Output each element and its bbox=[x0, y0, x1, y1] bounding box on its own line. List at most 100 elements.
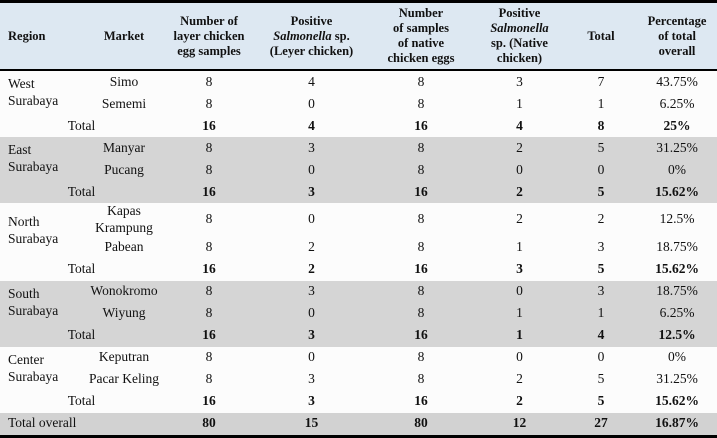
value-cell: 0 bbox=[255, 203, 368, 237]
group-total-row: Total 16 4 16 4 8 25% bbox=[0, 115, 717, 137]
value-cell: 16 bbox=[368, 390, 474, 413]
value-cell: 8 bbox=[368, 280, 474, 303]
value-cell: 2 bbox=[474, 181, 565, 203]
value-cell: 3 bbox=[474, 258, 565, 281]
value-cell: 2 bbox=[255, 236, 368, 259]
table-row: North Surabaya Kapas Krampung 8 0 8 2 2 … bbox=[0, 203, 717, 259]
percentage-cell: 15.62% bbox=[637, 181, 717, 203]
header-label: Total bbox=[587, 28, 615, 43]
header-label: Region bbox=[8, 28, 46, 43]
value-cell: 8 bbox=[163, 93, 255, 115]
value-cell: 16 bbox=[163, 390, 255, 413]
value-cell: 2 bbox=[255, 258, 368, 281]
value-cell: 5 bbox=[565, 137, 637, 159]
market-cell: Kapas Krampung bbox=[85, 203, 163, 237]
value-cell: 80 bbox=[368, 412, 474, 437]
market-cell: Pabean bbox=[85, 236, 163, 259]
value-cell: 8 bbox=[163, 159, 255, 181]
region-cell: South Surabaya bbox=[0, 280, 85, 325]
percentage-cell: 18.75% bbox=[637, 280, 717, 303]
table-row: Center Surabaya Keputran 8 0 8 0 0 0% bbox=[0, 346, 717, 391]
total-overall-row: Total overall 80 15 80 12 27 16.87% bbox=[0, 412, 717, 437]
value-cell: 8 bbox=[163, 302, 255, 325]
value-cell: 0 bbox=[255, 346, 368, 369]
value-cell: 8 bbox=[368, 368, 474, 391]
value-cell: 2 bbox=[474, 368, 565, 391]
col-header-market: Market bbox=[85, 1, 163, 71]
value-cell: 16 bbox=[163, 324, 255, 347]
value-cell: 12 bbox=[474, 412, 565, 437]
table-row: West Surabaya Simo 8 4 8 3 7 43.75% bbox=[0, 70, 717, 115]
col-header-percentage: Percentage of total overall bbox=[637, 1, 717, 71]
value-cell: 8 bbox=[163, 346, 255, 369]
value-cell: 0 bbox=[255, 159, 368, 181]
col-header-region: Region bbox=[0, 1, 85, 71]
value-cell: 8 bbox=[565, 115, 637, 137]
table-row: Sememi 8 0 8 1 1 6.25% bbox=[0, 93, 717, 115]
value-cell: 3 bbox=[255, 137, 368, 159]
table-row: Pucang 8 0 8 0 0 0% bbox=[0, 159, 717, 181]
total-label-cell: Total bbox=[0, 390, 163, 413]
percentage-cell: 31.25% bbox=[637, 137, 717, 159]
value-cell: 4 bbox=[565, 324, 637, 347]
total-overall-label-cell: Total overall bbox=[0, 412, 163, 437]
value-cell: 2 bbox=[565, 203, 637, 237]
total-label-cell: Total bbox=[0, 258, 163, 281]
value-cell: 16 bbox=[163, 181, 255, 203]
col-header-positive-layer: Positive Salmonella sp. (Leyer chicken) bbox=[255, 1, 368, 71]
value-cell: 0 bbox=[565, 159, 637, 181]
percentage-cell: 12.5% bbox=[637, 324, 717, 347]
percentage-cell: 16.87% bbox=[637, 412, 717, 437]
value-cell: 8 bbox=[163, 368, 255, 391]
value-cell: 4 bbox=[255, 70, 368, 93]
value-cell: 80 bbox=[163, 412, 255, 437]
header-row: Region Market Number of layer chicken eg… bbox=[0, 1, 717, 71]
header-label: sp. (Leyer chicken) bbox=[269, 28, 354, 58]
value-cell: 8 bbox=[368, 137, 474, 159]
value-cell: 27 bbox=[565, 412, 637, 437]
header-label: Positive bbox=[290, 13, 333, 28]
region-cell: Center Surabaya bbox=[0, 346, 85, 391]
market-cell: Pacar Keling bbox=[85, 368, 163, 391]
header-label: Market bbox=[103, 28, 145, 43]
value-cell: 1 bbox=[474, 93, 565, 115]
value-cell: 2 bbox=[474, 203, 565, 237]
percentage-cell: 0% bbox=[637, 159, 717, 181]
value-cell: 0 bbox=[255, 93, 368, 115]
group-total-row: Total 16 3 16 2 5 15.62% bbox=[0, 181, 717, 203]
market-cell: Sememi bbox=[85, 93, 163, 115]
value-cell: 16 bbox=[368, 324, 474, 347]
percentage-cell: 43.75% bbox=[637, 70, 717, 93]
market-cell: Keputran bbox=[85, 346, 163, 369]
region-cell: West Surabaya bbox=[0, 70, 85, 115]
table-header: Region Market Number of layer chicken eg… bbox=[0, 1, 717, 71]
value-cell: 3 bbox=[255, 324, 368, 347]
value-cell: 0 bbox=[474, 346, 565, 369]
value-cell: 16 bbox=[368, 258, 474, 281]
value-cell: 8 bbox=[368, 159, 474, 181]
col-header-total: Total bbox=[565, 1, 637, 71]
total-label-cell: Total bbox=[0, 324, 163, 347]
value-cell: 1 bbox=[474, 236, 565, 259]
header-label: Number of layer chicken egg samples bbox=[173, 13, 245, 58]
value-cell: 8 bbox=[368, 93, 474, 115]
header-label: Number of samples of native chicken eggs bbox=[387, 6, 455, 65]
value-cell: 3 bbox=[255, 390, 368, 413]
market-cell: Wonokromo bbox=[85, 280, 163, 303]
table-row: East Surabaya Manyar 8 3 8 2 5 31.25% bbox=[0, 137, 717, 181]
percentage-cell: 12.5% bbox=[637, 203, 717, 237]
group-total-row: Total 16 2 16 3 5 15.62% bbox=[0, 258, 717, 281]
value-cell: 8 bbox=[368, 203, 474, 237]
value-cell: 2 bbox=[474, 390, 565, 413]
percentage-cell: 15.62% bbox=[637, 258, 717, 281]
value-cell: 3 bbox=[255, 368, 368, 391]
value-cell: 16 bbox=[368, 115, 474, 137]
value-cell: 8 bbox=[368, 302, 474, 325]
value-cell: 15 bbox=[255, 412, 368, 437]
value-cell: 5 bbox=[565, 181, 637, 203]
value-cell: 8 bbox=[368, 236, 474, 259]
value-cell: 1 bbox=[565, 93, 637, 115]
group-total-row: Total 16 3 16 1 4 12.5% bbox=[0, 324, 717, 347]
value-cell: 5 bbox=[565, 258, 637, 281]
